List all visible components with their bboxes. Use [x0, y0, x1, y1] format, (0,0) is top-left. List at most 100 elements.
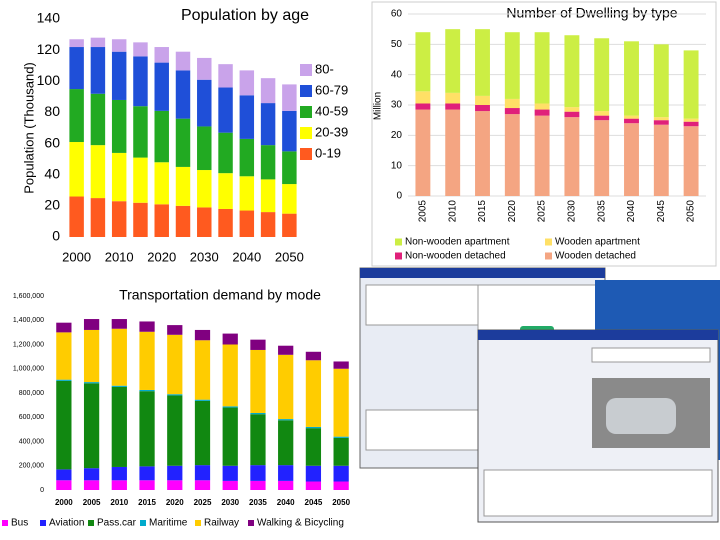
bar-segment — [564, 107, 580, 112]
y-tick-label: 40 — [44, 165, 60, 181]
x-tick-label: 2015 — [477, 200, 488, 223]
bar-segment — [83, 383, 100, 469]
bar-segment — [222, 406, 238, 408]
bar-segment — [534, 115, 550, 196]
bar-segment — [194, 480, 211, 490]
bar-segment — [282, 184, 297, 214]
bar-segment — [111, 385, 127, 387]
legend-label: Bus — [11, 518, 28, 529]
x-tick-label: 2020 — [166, 498, 184, 507]
bar-segment — [445, 109, 461, 196]
bar-segment — [154, 110, 169, 163]
x-tick-label: 2030 — [567, 200, 578, 223]
x-tick-label: 2010 — [105, 249, 134, 264]
bar-segment — [218, 132, 233, 174]
legend-label: Wooden apartment — [555, 237, 640, 248]
x-tick-label: 2050 — [686, 200, 697, 223]
legend-label: 20-39 — [315, 124, 348, 139]
bar-segment — [83, 319, 100, 330]
bar-segment — [504, 114, 520, 196]
bar-segment — [504, 32, 520, 99]
bar-segment — [111, 319, 127, 329]
bar-segment — [222, 465, 238, 481]
x-tick-label: 2025 — [537, 200, 548, 223]
bar-segment — [218, 208, 233, 237]
bar-segment — [139, 321, 155, 332]
bar-segment — [415, 32, 431, 92]
bar-segment — [445, 92, 461, 104]
bar-segment — [250, 480, 266, 490]
bar-segment — [333, 481, 349, 490]
bar-segment — [222, 344, 238, 407]
bar-segment — [333, 368, 349, 437]
bar-segment — [111, 328, 127, 386]
bar-segment — [194, 465, 211, 481]
bar-segment — [534, 109, 550, 116]
bar-segment — [90, 47, 106, 94]
bar-segment — [111, 201, 127, 237]
window-titlebar — [360, 268, 605, 278]
bar-segment — [90, 37, 106, 48]
x-tick-label: 2015 — [138, 498, 156, 507]
bar-segment — [139, 391, 155, 467]
bar-segment — [282, 84, 297, 111]
y-tick-label: 600,000 — [19, 414, 44, 421]
x-tick-label: 2005 — [83, 498, 101, 507]
bar-segment — [139, 389, 155, 392]
y-tick-label: 1,600,000 — [13, 293, 44, 300]
bar-segment — [260, 78, 276, 104]
bar-segment — [90, 145, 106, 199]
bar-segment — [475, 29, 490, 96]
bar-segment — [175, 70, 191, 119]
legend-label: Aviation — [49, 518, 84, 529]
x-tick-label: 2045 — [305, 498, 323, 507]
bar-segment — [683, 126, 699, 196]
bar-segment — [218, 173, 233, 209]
bar-segment — [69, 196, 84, 237]
bar-segment — [69, 47, 84, 90]
x-tick-label: 2020 — [507, 200, 518, 223]
y-tick-label: 0 — [52, 228, 60, 244]
table-panel — [483, 469, 713, 517]
bar-segment — [415, 109, 431, 196]
bar-segment — [305, 428, 322, 466]
bar-segment — [154, 204, 169, 237]
y-tick-label: 1,200,000 — [13, 341, 44, 348]
bar-segment — [167, 465, 183, 481]
bar-segment — [218, 87, 233, 133]
bar-segment — [239, 95, 255, 139]
bar-segment — [83, 468, 100, 481]
legend-swatch — [195, 520, 201, 526]
bar-segment — [683, 50, 699, 119]
bar-segment — [222, 480, 238, 490]
bar-segment — [194, 399, 211, 401]
x-tick-label: 2020 — [147, 249, 176, 264]
legend-label: Walking & Bicycling — [257, 518, 344, 529]
legend-label: Non-wooden apartment — [405, 237, 510, 248]
bar-segment — [624, 118, 639, 124]
legend-swatch — [40, 520, 46, 526]
bar-segment — [133, 106, 148, 158]
bar-segment — [239, 70, 255, 96]
x-tick-label: 2040 — [277, 498, 295, 507]
y-tick-label: 60 — [391, 9, 403, 20]
chart-title: Transportation demand by mode — [119, 287, 321, 303]
bar-segment — [333, 465, 349, 482]
bar-segment — [194, 329, 211, 341]
bar-segment — [239, 210, 255, 237]
legend-swatch — [300, 127, 312, 139]
bar-segment — [534, 32, 550, 104]
x-tick-label: 2035 — [596, 200, 607, 223]
x-tick-label: 2035 — [249, 498, 267, 507]
chart-title: Population by age — [181, 7, 309, 24]
legend-swatch — [248, 520, 254, 526]
legend-swatch — [300, 106, 312, 118]
bar-segment — [133, 42, 148, 57]
bar-segment — [154, 162, 169, 205]
bar-segment — [111, 39, 127, 52]
screenshots — [359, 267, 720, 523]
y-tick-label: 30 — [391, 100, 403, 111]
bar-segment — [305, 465, 322, 482]
bar-segment — [56, 379, 72, 381]
bar-segment — [475, 105, 490, 112]
